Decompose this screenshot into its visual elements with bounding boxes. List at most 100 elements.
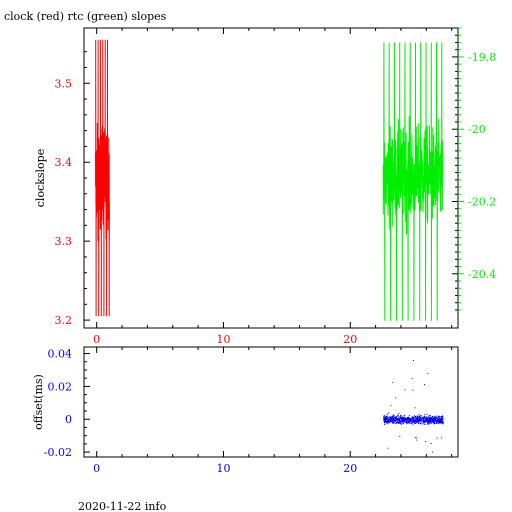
offset-point — [388, 417, 390, 419]
offset-point — [416, 421, 418, 423]
offset-point — [426, 417, 428, 419]
offset-ylabel: offset(ms) — [32, 374, 45, 430]
offset-point — [436, 418, 438, 420]
clock-axis-tick-label: 3.3 — [55, 235, 73, 248]
offset-point — [393, 420, 395, 421]
offset-point — [412, 417, 413, 419]
offset-point — [425, 420, 427, 422]
offset-point — [428, 419, 430, 421]
offset-point — [393, 421, 395, 423]
offset-point — [401, 416, 403, 418]
offset-point — [432, 451, 434, 453]
offset-point — [435, 416, 437, 418]
offset-point — [423, 417, 425, 418]
offset-point — [429, 415, 431, 416]
offset-point — [392, 418, 394, 420]
offset-y-tick-label: 0.02 — [48, 380, 73, 393]
offset-point — [389, 418, 391, 420]
offset-point — [415, 420, 417, 422]
offset-point — [419, 417, 421, 418]
offset-point — [397, 420, 398, 422]
offset-point — [397, 421, 399, 423]
offset-point — [442, 418, 444, 420]
offset-point — [392, 415, 394, 417]
offset-point — [383, 414, 385, 416]
offset-point — [394, 423, 396, 425]
offset-point — [389, 416, 391, 418]
offset-point — [387, 419, 389, 421]
offset-point — [398, 416, 400, 418]
offset-point — [433, 423, 435, 425]
offset-point — [395, 420, 397, 422]
offset-point — [406, 419, 408, 421]
offset-point — [431, 419, 433, 421]
offset-point — [416, 419, 418, 421]
offset-point — [387, 417, 389, 419]
offset-point — [385, 416, 387, 418]
offset-point — [406, 418, 408, 419]
offset-point — [424, 384, 425, 386]
offset-point — [387, 418, 389, 420]
offset-point — [389, 420, 391, 422]
offset-point — [422, 419, 424, 421]
offset-point — [422, 421, 424, 423]
offset-point — [411, 422, 413, 423]
offset-point — [436, 418, 438, 419]
slopes-x-ticks: 0 10 20 — [93, 28, 453, 346]
offset-point — [419, 415, 421, 417]
offset-point — [383, 416, 385, 418]
offset-point — [425, 440, 427, 442]
slopes-panel: clockslope 3.2 3.3 3.4 3.5 -19.8 -20 -20.2 -20… — [34, 27, 496, 346]
offset-point — [417, 417, 419, 419]
offset-point — [412, 416, 414, 418]
offset-point — [392, 419, 394, 421]
offset-point — [414, 420, 416, 422]
offset-point — [400, 415, 402, 416]
offset-point — [399, 416, 401, 418]
offset-point — [420, 420, 422, 422]
offset-point — [429, 419, 431, 420]
offset-point — [402, 419, 403, 421]
offset-point — [410, 420, 412, 422]
offset-point — [439, 418, 441, 420]
offset-x-tick-label: 0 — [93, 462, 100, 475]
offset-point — [431, 421, 433, 423]
offset-point — [391, 420, 393, 422]
offset-point — [399, 420, 401, 422]
offset-point — [431, 417, 433, 419]
offset-point — [427, 372, 429, 374]
offset-point — [400, 423, 402, 424]
offset-point — [419, 415, 421, 417]
offset-point — [438, 417, 440, 418]
offset-point — [393, 419, 395, 421]
offset-point — [440, 422, 442, 424]
offset-point — [432, 422, 434, 424]
offset-point — [432, 416, 434, 418]
offset-point — [407, 421, 409, 423]
offset-point — [430, 419, 432, 421]
offset-point — [391, 417, 393, 419]
offset-point — [405, 422, 407, 423]
offset-point — [411, 423, 413, 425]
offset-point — [384, 421, 386, 422]
rtc-axis-tick-label: -20.4 — [468, 268, 496, 281]
offset-point — [423, 421, 425, 423]
offset-point — [388, 412, 390, 414]
offset-point — [421, 418, 423, 420]
clock-axis-tick-label: 3.2 — [55, 314, 73, 327]
offset-point — [390, 419, 392, 421]
offset-point — [406, 417, 408, 418]
offset-point — [423, 417, 425, 418]
offset-point — [430, 417, 432, 419]
offset-point — [413, 419, 415, 421]
offset-point — [423, 415, 425, 417]
offset-point — [428, 422, 430, 424]
offset-point — [434, 419, 436, 421]
offset-point — [392, 416, 394, 417]
offset-point — [411, 418, 413, 420]
offset-point — [423, 423, 425, 425]
offset-point — [426, 414, 428, 415]
offset-point — [392, 421, 394, 423]
offset-point — [390, 418, 392, 420]
offset-point — [434, 415, 436, 417]
